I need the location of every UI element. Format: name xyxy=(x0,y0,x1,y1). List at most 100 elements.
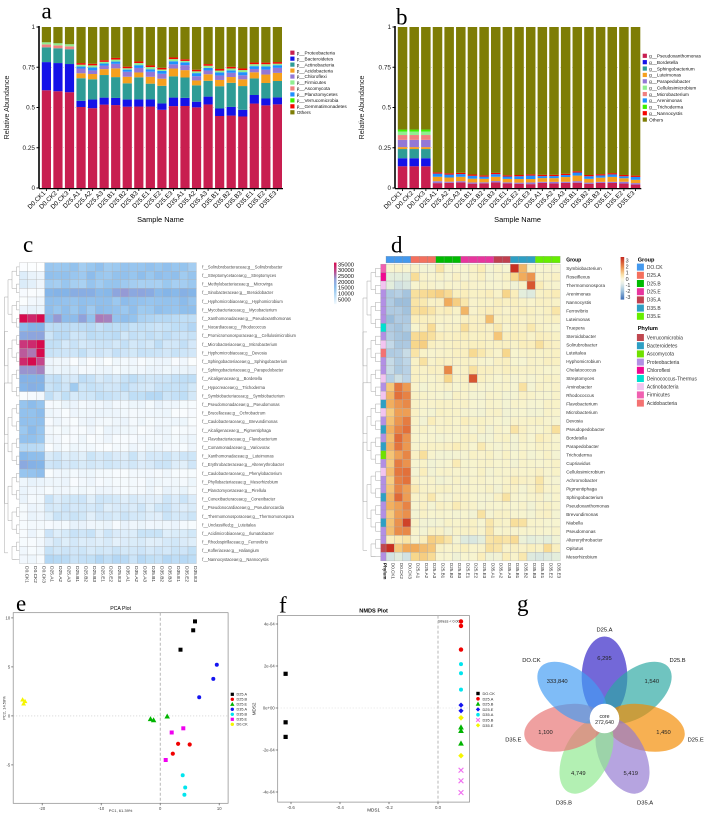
svg-text:Sample Name: Sample Name xyxy=(137,215,184,224)
svg-text:NMDS Plot: NMDS Plot xyxy=(359,609,388,615)
svg-text:10000: 10000 xyxy=(338,291,354,297)
svg-text:MDS1: MDS1 xyxy=(367,808,380,813)
svg-text:g__Arenimonas: g__Arenimonas xyxy=(649,98,682,103)
svg-text:f__Hypocreaceae;g__Trichoderma: f__Hypocreaceae;g__Trichoderma xyxy=(202,385,266,390)
svg-text:-10: -10 xyxy=(98,806,105,811)
svg-text:0.25: 0.25 xyxy=(23,145,36,152)
svg-text:D25.B1: D25.B1 xyxy=(74,566,80,582)
svg-text:-1: -1 xyxy=(626,283,631,289)
svg-text:D25.B: D25.B xyxy=(647,281,662,287)
svg-text:f__Conexibacteraceae;g__Conexi: f__Conexibacteraceae;g__Conexibacter xyxy=(202,497,276,502)
svg-text:D25.E: D25.E xyxy=(688,737,704,743)
svg-text:Altererythrobacter: Altererythrobacter xyxy=(566,537,603,542)
svg-text:DO.CK: DO.CK xyxy=(483,691,496,696)
svg-text:2: 2 xyxy=(626,265,629,271)
svg-text:D35.E: D35.E xyxy=(237,718,248,722)
svg-text:Solirubrobacter: Solirubrobacter xyxy=(566,342,598,347)
svg-text:f__Caulobacteraceae;g__Brevund: f__Caulobacteraceae;g__Brevundimonas xyxy=(202,419,277,424)
svg-text:f__Brucellaceae;g__Ochrobactru: f__Brucellaceae;g__Ochrobactrum xyxy=(202,411,266,416)
svg-text:Phylum: Phylum xyxy=(383,563,388,580)
svg-text:4e-04: 4e-04 xyxy=(264,622,275,627)
svg-text:D25.A1: D25.A1 xyxy=(416,563,421,579)
svg-text:g__Microbacterium: g__Microbacterium xyxy=(649,92,689,97)
svg-text:f__Rhodospirillaceae;g__Ferrov: f__Rhodospirillaceae;g__Ferrovibrio xyxy=(202,540,268,545)
svg-text:D35.A3: D35.A3 xyxy=(141,566,147,582)
svg-text:f__Xanthomonadaceae;g__Luteimo: f__Xanthomonadaceae;g__Luteimonas xyxy=(202,454,273,459)
svg-text:f__Acidimicrobiaceae;g__Ilumat: f__Acidimicrobiaceae;g__Ilumatobacter xyxy=(202,531,274,536)
svg-text:D35.B: D35.B xyxy=(237,713,248,717)
svg-text:p__Actinobacteria: p__Actinobacteria xyxy=(297,62,335,67)
svg-text:p__Verrucomicrobia: p__Verrucomicrobia xyxy=(297,98,339,103)
svg-text:Trichoderma: Trichoderma xyxy=(566,453,592,458)
svg-text:2e-04: 2e-04 xyxy=(264,664,275,669)
svg-text:g__Parapedobacter: g__Parapedobacter xyxy=(649,79,691,84)
svg-text:Arenimonas: Arenimonas xyxy=(566,291,591,296)
svg-text:g__Nannocystis: g__Nannocystis xyxy=(649,111,683,116)
svg-text:Relative Abundance: Relative Abundance xyxy=(2,76,11,140)
svg-text:1,450: 1,450 xyxy=(656,730,671,736)
svg-text:Ascomycota: Ascomycota xyxy=(647,352,674,358)
svg-text:0.75: 0.75 xyxy=(23,65,36,72)
svg-text:Group: Group xyxy=(638,258,655,264)
svg-text:D35.A2: D35.A2 xyxy=(133,566,139,582)
svg-text:Pigmentiphaga: Pigmentiphaga xyxy=(566,486,597,491)
svg-text:Stress < 0.001: Stress < 0.001 xyxy=(438,619,461,623)
svg-text:PC2, 14.58%: PC2, 14.58% xyxy=(2,696,7,720)
svg-text:Microbacterium: Microbacterium xyxy=(566,410,598,415)
svg-text:Group: Group xyxy=(566,258,581,264)
svg-text:1: 1 xyxy=(387,24,391,31)
svg-text:15000: 15000 xyxy=(338,286,354,292)
svg-text:272,640: 272,640 xyxy=(595,720,614,726)
svg-text:D25.E3: D25.E3 xyxy=(482,563,487,579)
svg-text:g__Cellulosimicrobium: g__Cellulosimicrobium xyxy=(649,85,696,90)
svg-text:-2e-04: -2e-04 xyxy=(263,748,276,753)
svg-text:p__Acidobacteria: p__Acidobacteria xyxy=(297,68,334,73)
svg-text:Pseudoxanthomonas: Pseudoxanthomonas xyxy=(566,503,610,508)
svg-text:Achromobacter: Achromobacter xyxy=(566,478,598,483)
svg-text:D35.B3: D35.B3 xyxy=(167,566,173,582)
svg-text:Opitutus: Opitutus xyxy=(566,546,584,551)
svg-text:-2: -2 xyxy=(626,289,631,295)
svg-text:Sphingobacterium: Sphingobacterium xyxy=(566,495,603,500)
svg-text:DO.CK: DO.CK xyxy=(647,265,664,271)
svg-text:D25.B: D25.B xyxy=(483,702,494,707)
svg-text:D25.B2: D25.B2 xyxy=(449,563,454,579)
svg-text:Symbiobacterium: Symbiobacterium xyxy=(566,266,602,271)
svg-text:D35.E: D35.E xyxy=(505,737,521,743)
svg-text:g__Luteimonas: g__Luteimonas xyxy=(649,73,682,78)
svg-text:Steroidobacter: Steroidobacter xyxy=(566,334,596,339)
svg-text:4,749: 4,749 xyxy=(571,771,586,777)
svg-text:Cupriavidus: Cupriavidus xyxy=(566,461,591,466)
svg-text:f__Methylobacteriaceae;g__Micr: f__Methylobacteriaceae;g__Microvirga xyxy=(202,282,273,287)
svg-text:Others: Others xyxy=(649,117,664,122)
svg-text:-0.4: -0.4 xyxy=(336,805,344,810)
svg-text:Brevundimonas: Brevundimonas xyxy=(566,512,599,517)
svg-text:5000: 5000 xyxy=(338,297,351,303)
svg-text:0.75: 0.75 xyxy=(379,65,392,72)
svg-text:f__Caulobacteraceae;g__Phenylo: f__Caulobacteraceae;g__Phenylobacterium xyxy=(202,471,282,476)
svg-text:Thermomonospora: Thermomonospora xyxy=(566,283,605,288)
svg-text:D25.E: D25.E xyxy=(237,703,248,707)
svg-text:g__Sphingobacterium: g__Sphingobacterium xyxy=(649,66,695,71)
svg-text:-3: -3 xyxy=(626,295,631,301)
svg-text:D35.A: D35.A xyxy=(647,298,662,304)
svg-text:Verrucomicrobia: Verrucomicrobia xyxy=(647,335,683,341)
svg-text:D35.B: D35.B xyxy=(483,718,494,723)
svg-text:D25.E2: D25.E2 xyxy=(474,563,479,579)
svg-text:D0.CK: D0.CK xyxy=(237,723,249,727)
svg-text:f__Mycobacteriaceae;g__Mycobac: f__Mycobacteriaceae;g__Mycobacterium xyxy=(202,307,277,312)
svg-text:10: 10 xyxy=(217,806,222,811)
svg-text:d: d xyxy=(391,233,403,258)
svg-text:Chelatococcus: Chelatococcus xyxy=(566,368,597,373)
svg-text:Streptomyces: Streptomyces xyxy=(566,376,595,381)
svg-text:D0.CK3: D0.CK3 xyxy=(407,563,412,580)
svg-text:f__Nannocystaceae;g__Nannocyst: f__Nannocystaceae;g__Nannocystis xyxy=(202,557,268,562)
svg-text:Aminobacter: Aminobacter xyxy=(566,385,592,390)
svg-text:core: core xyxy=(599,714,609,720)
svg-text:D0.CK1: D0.CK1 xyxy=(23,566,29,583)
svg-text:D35.A2: D35.A2 xyxy=(499,563,504,579)
svg-text:Mesorhizobium: Mesorhizobium xyxy=(566,554,597,559)
svg-text:D35.A1: D35.A1 xyxy=(490,563,495,579)
svg-text:D25.B3: D25.B3 xyxy=(457,563,462,579)
svg-text:p__Proteobacteria: p__Proteobacteria xyxy=(297,50,336,55)
